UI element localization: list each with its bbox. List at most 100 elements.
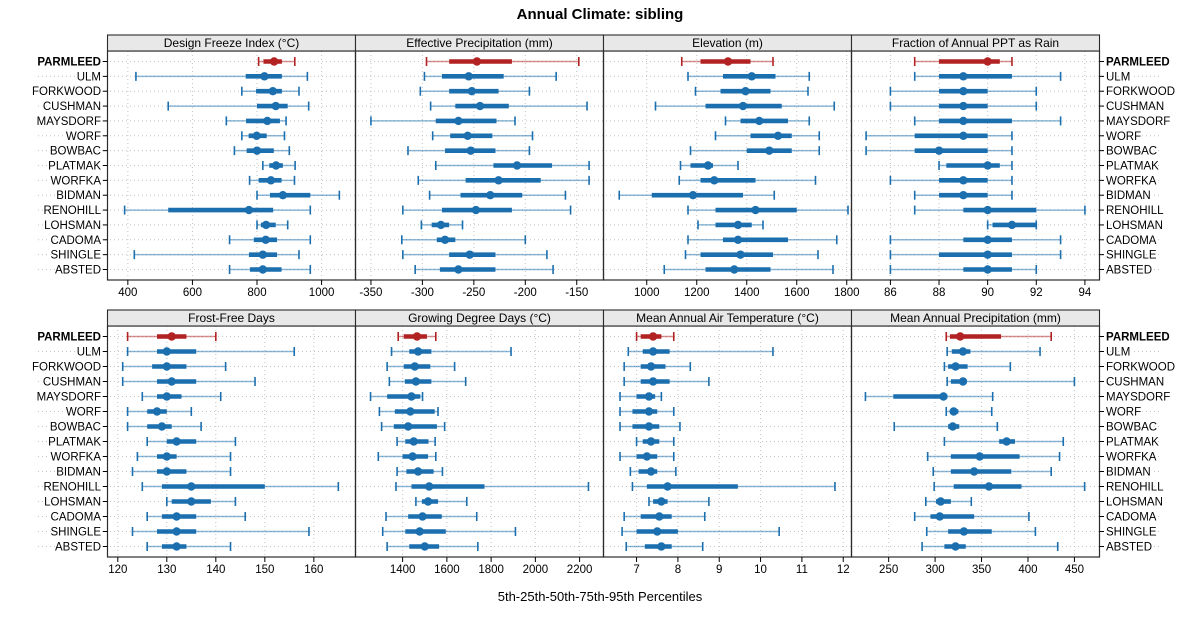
median-dot [436,220,446,230]
percentile-row-shingle [133,250,300,260]
panel-strip-title: Elevation (m) [692,36,763,50]
panel-effective-precipitation-mm: Effective Precipitation (mm) -350 -300 -250… [354,34,605,299]
x-tick-label: 250 [879,564,898,576]
percentile-row-lohsman [697,220,764,230]
median-dot [983,265,992,274]
median-dot [475,101,485,111]
median-dot [955,332,965,341]
station-label-left-renohill: RENOHILL [43,205,101,217]
percentile-row-lohsman [420,220,464,230]
percentile-row-maysdorf [619,392,663,401]
percentile-row-ulm [390,347,512,356]
percentile-row-lohsman [648,497,710,506]
percentile-row-bidman [131,467,232,476]
median-dot [260,72,269,81]
station-label-left-parmleed: PARMLEED [37,57,101,69]
median-dot [741,87,750,96]
station-label-right-ulm: ULM [1106,347,1130,359]
x-tick-label: -300 [411,287,434,299]
percentile-row-parmleed [257,57,296,66]
median-dot [454,265,463,274]
percentile-axis-caption: 5th-25th-50th-75th-95th Percentiles [497,589,703,604]
percentile-row-bowbac [689,146,821,156]
percentile-row-cushman [889,101,1038,111]
median-dot [167,332,176,341]
median-dot [407,392,416,401]
median-dot [162,467,172,476]
percentile-row-shingle [684,250,819,260]
station-label-left-worfka: WORFKA [51,175,102,187]
x-tick-label: 11 [796,564,808,576]
x-tick-label: 1800 [478,564,504,576]
median-dot [738,101,748,111]
median-dot [512,161,522,170]
x-tick-label: 8 [675,564,681,576]
percentile-row-bowbac [865,146,1013,156]
x-tick-label: 88 [933,287,946,299]
station-label-left-maysdorf: MAYSDORF [37,392,101,404]
median-dot [269,57,279,66]
median-dot [152,407,162,416]
station-label-left-cadoma: CADOMA [51,235,102,247]
percentile-row-cadoma [385,512,478,521]
station-label-left-maysdorf: MAYSDORF [37,116,101,128]
station-label-left-platmak: PLATMAK [48,161,101,173]
x-tick-label: 150 [255,564,274,576]
station-label-right-shingle: SHINGLE [1106,527,1157,539]
percentile-row-renohill [687,205,849,215]
median-dot [969,467,979,476]
median-dot [463,131,472,140]
percentile-row-forkwood [889,86,1038,96]
median-dot [958,347,968,356]
station-label-left-lohsman: LOHSMAN [44,497,101,509]
median-dot [653,527,662,536]
percentile-row-bidman [428,190,567,200]
panel-strip-title: Mean Annual Air Temperature (°C) [636,311,819,325]
station-label-right-bowbac: BOWBAC [1106,422,1157,434]
x-tick-label: 90 [981,287,994,299]
median-dot [424,482,434,491]
percentile-row-bowbac [233,146,291,156]
panel-strip [850,34,1101,52]
percentile-row-bowbac [126,422,202,431]
percentile-row-parmleed [425,57,580,66]
panel-strip [850,309,1101,327]
percentile-row-forkwood [419,86,531,96]
station-label-right-parmleed: PARMLEED [1106,332,1170,344]
station-label-right-maysdorf: MAYSDORF [1106,116,1170,128]
percentile-row-worf [431,131,534,141]
station-label-left-bowbac: BOWBAC [50,146,101,158]
x-tick-label: 1400 [390,564,416,576]
percentile-row-renohill [913,205,1086,215]
median-dot [278,191,288,200]
median-dot [454,116,463,126]
percentile-row-cushman [121,377,256,386]
x-tick-label: 400 [118,287,137,299]
median-dot [663,482,672,491]
median-dot [261,220,271,230]
percentile-row-parmleed [397,332,437,341]
percentile-row-lohsman [256,220,289,230]
x-tick-label: 10 [754,564,767,576]
median-dot [959,101,968,111]
median-dot [464,72,473,81]
median-dot [648,332,658,341]
percentile-row-bidman [618,190,776,200]
median-dot [162,392,172,401]
percentile-row-absted [663,265,834,274]
station-label-right-cushman: CUSHMAN [1106,101,1164,113]
median-dot [644,392,654,401]
median-dot [983,250,992,259]
panel-strip-title: Frost-Free Days [188,311,275,325]
x-tick-label: 9 [716,564,722,576]
x-tick-label: 400 [1018,564,1037,576]
percentile-row-renohill [141,482,340,491]
median-dot [172,437,181,446]
station-label-left-absted: ABSTED [55,542,101,554]
x-tick-label: 1600 [434,564,460,576]
median-dot [644,422,654,431]
percentile-row-shingle [131,527,310,536]
station-label-right-bowbac: BOWBAC [1106,146,1157,158]
x-tick-label: -250 [462,287,485,299]
percentile-row-bidman [913,190,1013,200]
